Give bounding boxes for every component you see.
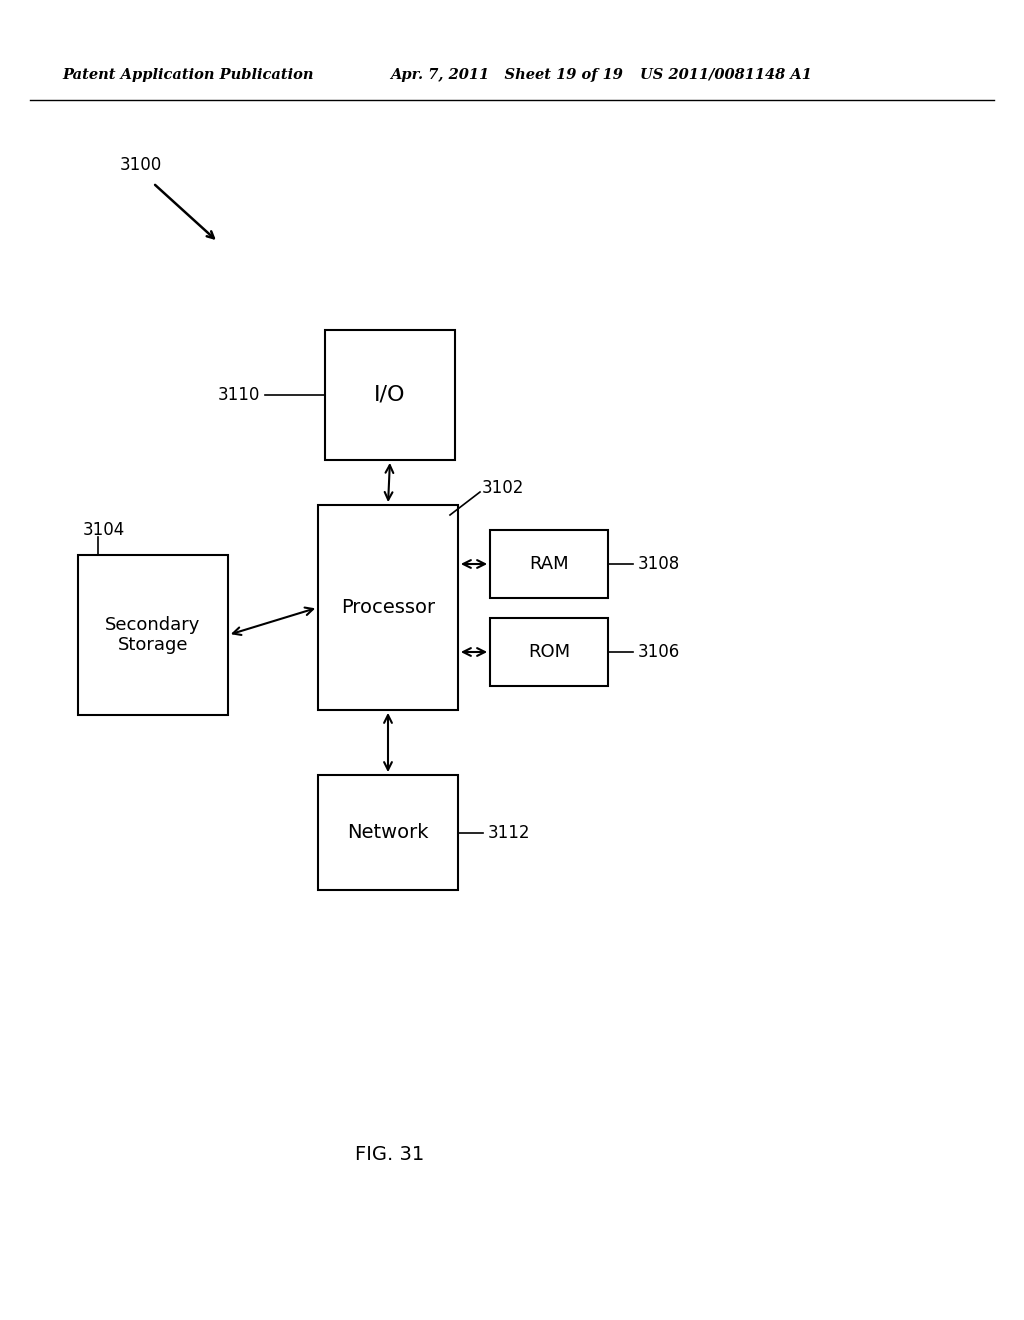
Text: Processor: Processor [341,598,435,616]
Text: 3102: 3102 [482,479,524,498]
Text: ROM: ROM [528,643,570,661]
Bar [490,531,608,598]
Text: Apr. 7, 2011   Sheet 19 of 19: Apr. 7, 2011 Sheet 19 of 19 [390,69,623,82]
Text: FIG. 31: FIG. 31 [355,1146,425,1164]
Text: Storage: Storage [118,636,188,653]
Text: US 2011/0081148 A1: US 2011/0081148 A1 [640,69,812,82]
Text: Secondary: Secondary [105,616,201,634]
Text: 3108: 3108 [638,554,680,573]
Bar [78,554,228,715]
Bar [318,775,458,890]
Bar [318,506,458,710]
Text: 3112: 3112 [488,824,530,842]
Text: Patent Application Publication: Patent Application Publication [62,69,313,82]
Text: 3110: 3110 [218,385,260,404]
Text: I/O: I/O [374,385,406,405]
Text: 3106: 3106 [638,643,680,661]
Text: Network: Network [347,822,429,842]
Text: 3104: 3104 [83,521,125,539]
Bar [325,330,455,459]
Text: 3100: 3100 [120,156,162,174]
Bar [490,618,608,686]
Text: RAM: RAM [529,554,568,573]
